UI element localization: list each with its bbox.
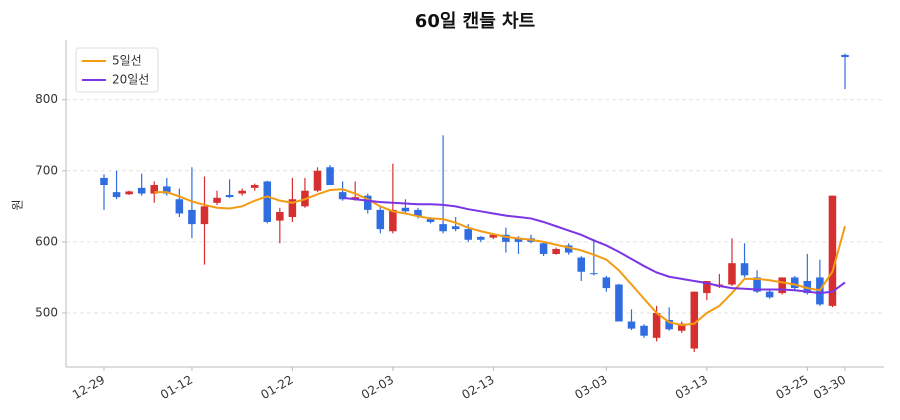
- candle-body: [426, 219, 435, 222]
- candle-body: [552, 248, 560, 254]
- candle-body: [590, 273, 598, 275]
- candle-body: [125, 191, 133, 195]
- candle-body: [338, 192, 347, 200]
- legend-label: 20일선: [112, 73, 149, 87]
- y-axis-label: 원: [11, 199, 25, 210]
- candle-body: [163, 186, 171, 194]
- candle-body: [765, 291, 774, 298]
- candle-body: [263, 181, 272, 222]
- candle-body: [326, 167, 334, 186]
- chart-title: 60일 캔들 차트: [415, 11, 535, 32]
- candle-body: [376, 209, 385, 230]
- candle-body: [288, 199, 297, 218]
- x-tick-label: 12-29: [70, 373, 107, 403]
- candle-body: [439, 224, 447, 232]
- candle-body: [803, 280, 812, 294]
- candle-body: [539, 243, 548, 254]
- candle-body: [502, 234, 510, 242]
- x-tick-label: 01-12: [158, 373, 195, 403]
- candle-body: [250, 185, 259, 188]
- candle-body: [477, 236, 485, 240]
- candle-body: [351, 197, 359, 200]
- legend-label: 5일선: [112, 54, 142, 68]
- candle-body: [137, 187, 146, 194]
- y-tick-label: 800: [35, 92, 58, 106]
- candle-body: [652, 312, 661, 338]
- candle-body: [150, 185, 159, 194]
- candle-body: [100, 177, 108, 186]
- y-tick-label: 500: [35, 305, 58, 319]
- candle-body: [276, 212, 284, 221]
- candle-body: [200, 206, 209, 225]
- x-tick-label: 03-03: [572, 373, 609, 403]
- ma-line: [342, 196, 846, 295]
- candle-body: [313, 170, 322, 191]
- candle-body: [577, 257, 586, 272]
- candle-body: [677, 323, 686, 331]
- ma-line: [154, 188, 846, 327]
- x-tick-label: 02-03: [359, 373, 396, 403]
- candle-body: [841, 54, 849, 58]
- candle-body: [451, 226, 460, 230]
- candle-body: [401, 207, 410, 212]
- x-tick-label: 03-25: [773, 373, 810, 403]
- candle-body: [225, 194, 234, 198]
- candle-body: [790, 277, 799, 289]
- candle-body: [753, 277, 761, 292]
- candle-body: [728, 263, 736, 285]
- candle-body: [690, 291, 699, 349]
- y-tick-label: 600: [35, 234, 58, 248]
- candle-body: [389, 209, 397, 232]
- candle-body: [665, 320, 673, 330]
- candle-body: [627, 321, 636, 329]
- candle-body: [363, 195, 372, 210]
- candle-body: [238, 190, 246, 194]
- candle-body: [703, 280, 711, 294]
- x-tick-label: 03-30: [811, 373, 848, 403]
- candle-body: [740, 263, 749, 276]
- candle-body: [188, 209, 196, 225]
- candle-body: [489, 234, 498, 238]
- candle-body: [615, 284, 623, 322]
- x-tick-label: 02-13: [459, 373, 496, 403]
- candle-body: [640, 325, 648, 336]
- candle-body: [175, 199, 184, 214]
- candle-body: [464, 229, 472, 240]
- x-tick-label: 01-22: [258, 373, 295, 403]
- x-tick-label: 03-13: [673, 373, 710, 403]
- candle-body: [414, 209, 422, 217]
- candle-body: [213, 197, 221, 203]
- grid: [66, 99, 884, 314]
- candle-body: [778, 277, 786, 294]
- candle-body: [112, 192, 121, 198]
- candle-body: [514, 238, 523, 242]
- candle-body: [828, 195, 837, 306]
- y-tick-label: 700: [35, 163, 58, 177]
- candle-body: [602, 277, 611, 289]
- candle-body: [564, 245, 573, 253]
